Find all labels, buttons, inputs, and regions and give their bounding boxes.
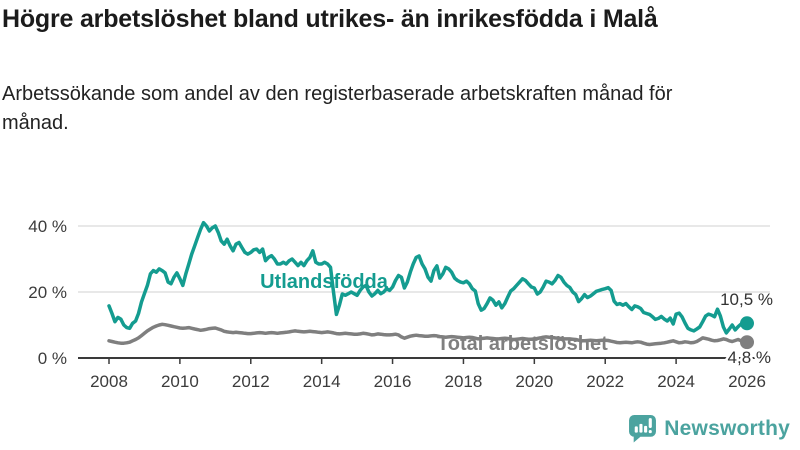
unemployment-line-chart: 0 % 20 % 40 % 2008 2010 2012 2014 2016 2018 2020 2… — [28, 217, 773, 391]
newsworthy-logo-icon — [629, 415, 657, 443]
exclamation-glyph — [649, 418, 653, 434]
newsworthy-logo-text: Newsworthy — [664, 416, 790, 440]
series-label-total: Total arbetslöshet — [437, 333, 608, 355]
x-tick-label: 2022 — [586, 372, 624, 391]
bar-chart-glyph — [635, 423, 648, 433]
series-end-dot-total — [740, 335, 754, 350]
x-tick-label: 2026 — [728, 372, 766, 391]
y-tick-label: 20 % — [28, 283, 67, 302]
series-label-utlandsfodda: Utlandsfödda — [260, 271, 389, 293]
x-tick-label: 2010 — [161, 372, 199, 391]
newsworthy-logo[interactable]: Newsworthy — [628, 414, 790, 443]
x-tick-label: 2024 — [657, 372, 695, 391]
y-tick-label: 40 % — [28, 217, 67, 236]
end-value-label-utlandsfodda: 10,5 % — [720, 290, 773, 309]
x-tick-label: 2018 — [445, 372, 483, 391]
end-value-label-total: 4,8 % — [728, 348, 771, 367]
series-end-dot-utlandsfodda — [740, 316, 754, 331]
x-tick-label: 2020 — [515, 372, 553, 391]
x-tick-label: 2012 — [232, 372, 270, 391]
chart-title: Högre arbetslöshet bland utrikes- än inr… — [2, 5, 658, 33]
x-tick-label: 2008 — [90, 372, 128, 391]
series-line-total — [107, 322, 749, 347]
series-line-utlandsfodda — [107, 220, 749, 335]
y-tick-label: 0 % — [38, 349, 67, 368]
x-tick-label: 2014 — [303, 372, 341, 391]
x-tick-label: 2016 — [374, 372, 412, 391]
chart-subtitle: Arbetssökande som andel av den registerb… — [2, 83, 673, 134]
